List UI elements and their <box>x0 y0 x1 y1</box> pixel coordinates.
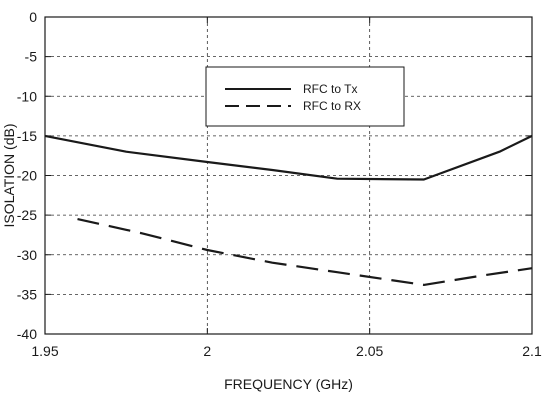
y-tick-label: -10 <box>17 88 37 104</box>
y-tick-label: -5 <box>25 49 38 65</box>
x-tick-label: 2.1 <box>522 343 542 359</box>
y-tick-label: -35 <box>17 286 37 302</box>
x-axis-title: FREQUENCY (GHz) <box>224 376 353 392</box>
x-tick-label: 1.95 <box>31 343 58 359</box>
y-tick-label: -15 <box>17 128 37 144</box>
y-tick-label: -25 <box>17 207 37 223</box>
legend: RFC to Tx RFC to RX <box>205 66 405 127</box>
y-tick-label: -40 <box>17 326 37 342</box>
legend-label-rfc-to-rx: RFC to RX <box>303 99 361 113</box>
tick-labels: 0 -5 -10 -15 -20 -25 -30 -35 -401.95 2 2.05 2.1 <box>17 9 542 359</box>
x-tick-label: 2 <box>203 343 211 359</box>
y-tick-label: -30 <box>17 247 37 263</box>
grid <box>45 17 532 334</box>
series-lines <box>44 134 533 286</box>
y-tick-label: -20 <box>17 168 37 184</box>
series-line-rfc-to-rx <box>77 218 533 286</box>
plot-frame <box>44 16 533 335</box>
x-tick-label: 2.05 <box>356 343 383 359</box>
legend-label-rfc-to-tx: RFC to Tx <box>303 82 357 96</box>
legend-box <box>205 66 405 127</box>
y-axis-title: ISOLATION (dB) <box>1 124 17 228</box>
series-line-rfc-to-tx <box>44 134 533 181</box>
y-tick-label: 0 <box>29 9 37 25</box>
